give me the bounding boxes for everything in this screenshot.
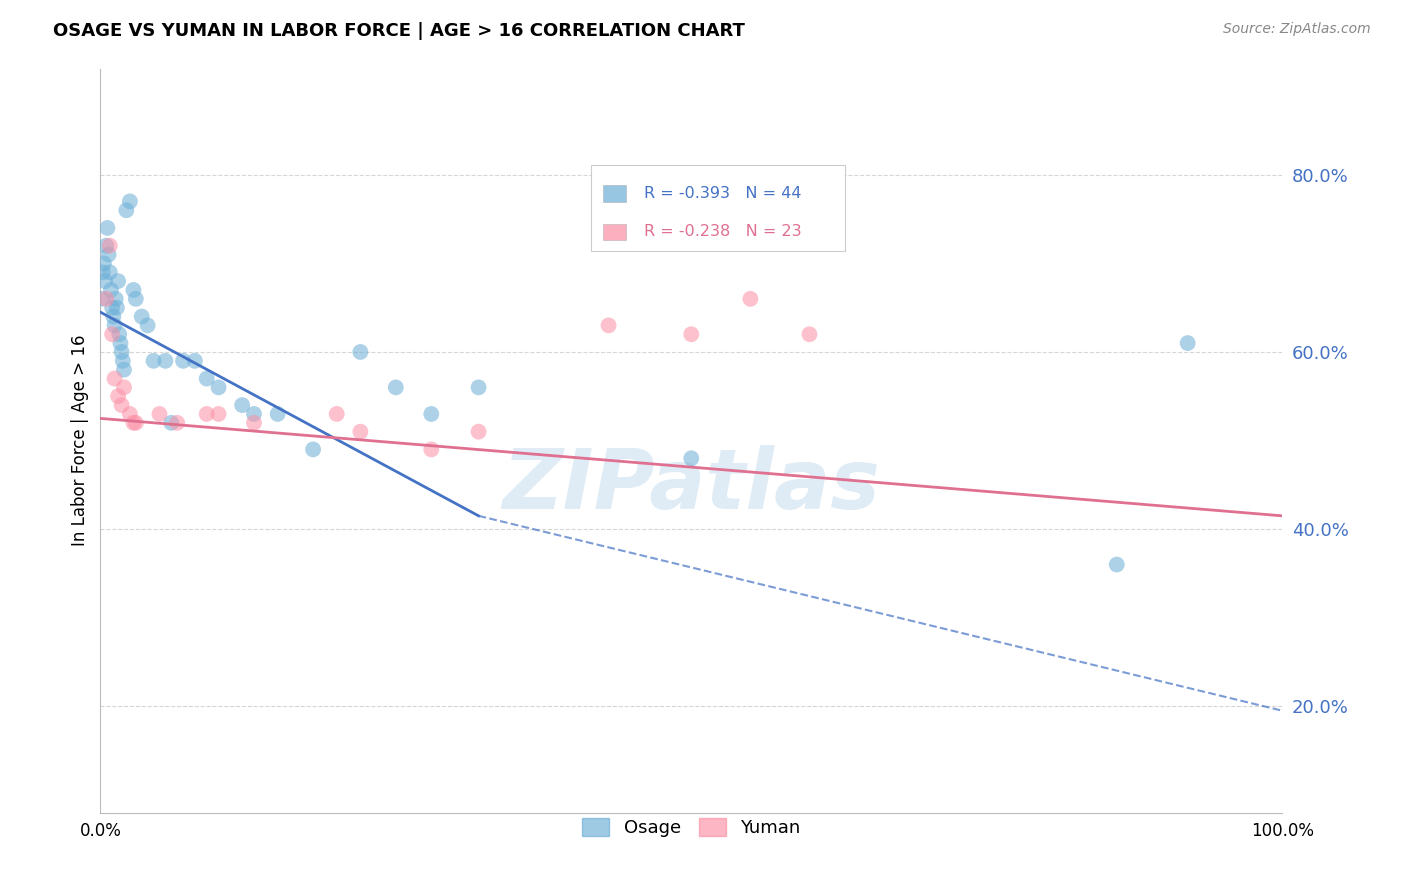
Point [420,407,443,421]
Point [385,380,408,394]
Point [112,362,135,376]
Point [195,371,218,385]
Point [96,292,118,306]
Point [125,292,148,306]
Point [799,327,821,342]
Point [681,327,703,342]
Point [122,416,145,430]
Point [107,274,129,288]
Point [325,407,347,421]
Point [101,327,124,342]
Point [302,442,325,457]
Point [136,318,159,333]
Point [166,416,188,430]
Point [598,318,620,333]
Point [118,407,141,421]
Point [111,398,134,412]
Point [111,345,134,359]
Text: OSAGE VS YUMAN IN LABOR FORCE | AGE > 16 CORRELATION CHART: OSAGE VS YUMAN IN LABOR FORCE | AGE > 16… [53,22,745,40]
Point [243,407,266,421]
Point [266,407,288,421]
Point [110,336,132,351]
Point [101,301,124,315]
Point [349,425,371,439]
Point [207,407,229,421]
Point [103,318,125,333]
Legend: Osage, Yuman: Osage, Yuman [575,811,808,845]
Point [91,265,114,279]
Point [681,451,703,466]
Point [98,238,121,252]
Y-axis label: In Labor Force | Age > 16: In Labor Force | Age > 16 [72,334,89,546]
Point [103,371,125,385]
Point [111,354,134,368]
Point [112,380,135,394]
Text: R = -0.393   N = 44: R = -0.393 N = 44 [644,186,801,201]
Point [131,310,153,324]
Text: ZIPatlas: ZIPatlas [502,445,880,525]
FancyBboxPatch shape [603,186,626,202]
Point [349,345,371,359]
Point [184,354,207,368]
Point [97,247,120,261]
Point [94,274,117,288]
Point [155,354,177,368]
Point [90,292,112,306]
Point [231,398,253,412]
Point [125,416,148,430]
Point [172,354,194,368]
FancyBboxPatch shape [591,165,845,251]
Point [122,283,145,297]
Point [107,389,129,403]
Point [243,416,266,430]
FancyBboxPatch shape [603,224,626,240]
Point [420,442,443,457]
Text: Source: ZipAtlas.com: Source: ZipAtlas.com [1223,22,1371,37]
Point [142,354,165,368]
Point [160,416,183,430]
Point [118,194,141,209]
Point [105,301,128,315]
Point [1105,558,1128,572]
Point [148,407,170,421]
Point [104,292,127,306]
Point [93,256,115,270]
Point [1177,336,1199,351]
Point [467,425,489,439]
Point [108,327,131,342]
Point [467,380,489,394]
Point [195,407,218,421]
Point [96,238,118,252]
Text: R = -0.238   N = 23: R = -0.238 N = 23 [644,225,801,239]
Point [103,310,125,324]
Point [207,380,229,394]
Point [98,265,121,279]
Point [100,283,122,297]
Point [96,221,118,235]
Point [740,292,762,306]
Point [115,203,138,218]
